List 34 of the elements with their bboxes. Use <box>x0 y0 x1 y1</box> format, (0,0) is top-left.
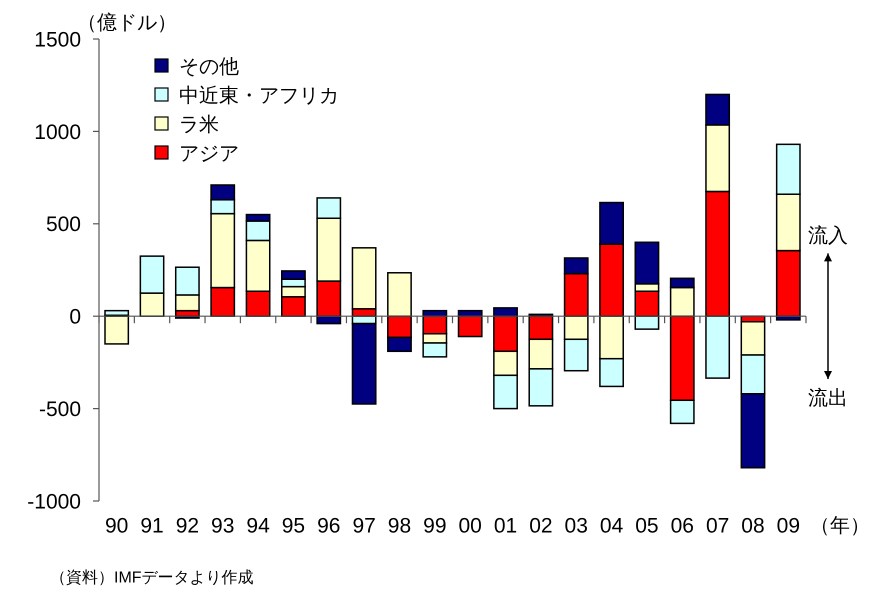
y-tick-label: -500 <box>38 398 81 421</box>
x-axis-title: （年） <box>810 515 870 537</box>
y-tick-label: 1500 <box>34 28 81 52</box>
x-tick-label: 08 <box>741 514 765 538</box>
y-tick-label: 1000 <box>34 120 81 144</box>
x-tick-label: 90 <box>104 514 128 538</box>
x-tick-label: 92 <box>176 514 200 538</box>
x-tick-label: 00 <box>458 514 482 538</box>
x-tick-label: 96 <box>317 514 340 538</box>
legend-label: 中近東・アフリカ <box>179 85 339 107</box>
x-tick-label: 09 <box>776 514 800 538</box>
legend-label: その他 <box>179 56 239 78</box>
y-tick-label: -1000 <box>27 490 81 514</box>
x-tick-label: 93 <box>211 514 234 538</box>
text: 流出 <box>808 388 848 410</box>
y-tick-label: 500 <box>46 213 81 236</box>
legend-label: アジア <box>179 143 239 165</box>
x-tick-label: 07 <box>706 514 730 538</box>
x-tick-label: 04 <box>600 514 624 538</box>
x-tick-label: 03 <box>564 514 588 538</box>
x-tick-label: 06 <box>670 514 694 538</box>
text: 流入 <box>808 224 848 247</box>
x-tick-label: 95 <box>282 514 306 538</box>
text: （資料）IMFデータより作成 <box>50 568 254 587</box>
x-tick-label: 94 <box>246 514 270 538</box>
x-tick-label: 91 <box>140 514 164 538</box>
x-tick-label: 01 <box>494 514 518 538</box>
x-tick-label: 98 <box>388 514 412 538</box>
y-tick-label: 0 <box>69 306 81 329</box>
x-tick-label: 99 <box>423 514 447 538</box>
legend-label: ラ米 <box>179 114 219 136</box>
x-tick-label: 02 <box>529 514 553 538</box>
x-tick-label: 97 <box>352 514 376 538</box>
x-tick-label: 05 <box>635 514 659 538</box>
